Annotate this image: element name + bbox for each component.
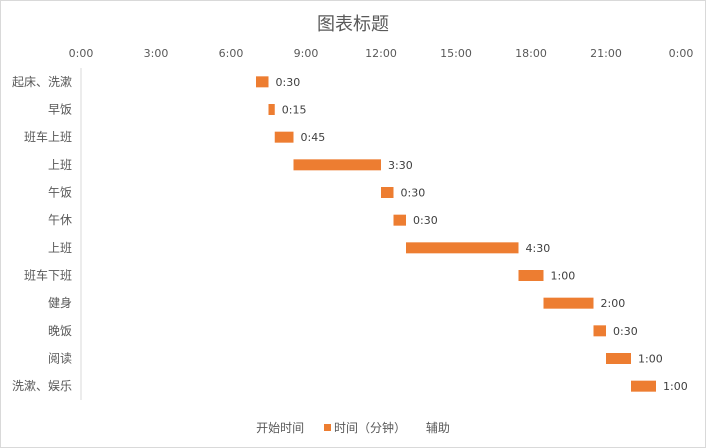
duration-bar <box>606 353 631 364</box>
data-label: 4:30 <box>526 242 551 255</box>
x-tick-label: 6:00 <box>219 47 244 60</box>
category-label: 健身 <box>48 295 72 310</box>
x-tick-label: 21:00 <box>590 47 622 60</box>
x-tick-label: 9:00 <box>294 47 319 60</box>
duration-bar <box>293 159 381 171</box>
duration-bar <box>518 270 544 281</box>
category-label: 上班 <box>48 241 72 255</box>
data-label: 1:00 <box>663 380 688 393</box>
duration-bar <box>631 380 656 392</box>
data-label: 0:30 <box>276 76 301 89</box>
category-label: 上班 <box>48 158 72 172</box>
category-label: 午休 <box>48 213 72 227</box>
category-label: 午饭 <box>48 186 72 200</box>
data-label: 0:15 <box>282 104 307 117</box>
legend-swatch-duration <box>323 424 331 431</box>
duration-bar <box>543 297 594 309</box>
duration-bar <box>406 242 519 254</box>
x-tick-label: 15:00 <box>440 47 472 60</box>
duration-bar <box>381 187 394 198</box>
legend-item-start: 开始时间 <box>256 419 304 436</box>
category-label: 早饭 <box>48 103 72 117</box>
duration-bar <box>393 214 406 226</box>
data-label: 0:30 <box>613 325 638 338</box>
x-tick-label: 0:00 <box>69 47 94 60</box>
data-label: 0:45 <box>301 131 326 144</box>
data-label: 1:00 <box>638 353 663 366</box>
data-label: 2:00 <box>601 297 626 310</box>
x-tick-label: 3:00 <box>144 47 169 60</box>
legend-item-duration: 时间（分钟） <box>323 419 406 436</box>
legend-label-start: 开始时间 <box>256 421 305 435</box>
x-tick-label: 12:00 <box>365 47 397 60</box>
category-label: 阅读 <box>48 352 72 366</box>
duration-bar <box>256 76 269 88</box>
chart-title: 图表标题 <box>317 14 389 35</box>
category-label: 晚饭 <box>48 324 72 338</box>
duration-bar <box>274 131 294 143</box>
data-label: 3:30 <box>388 159 413 172</box>
data-label: 0:30 <box>413 214 438 227</box>
legend: 开始时间 时间（分钟） 辅助 <box>0 419 706 436</box>
legend-label-duration: 时间（分钟） <box>333 421 406 435</box>
x-tick-label: 0:00 <box>669 47 694 60</box>
duration-bar <box>593 325 606 337</box>
category-label: 班车上班 <box>24 129 72 144</box>
category-label: 洗漱、娱乐 <box>12 379 72 393</box>
category-label: 班车下班 <box>24 268 72 283</box>
data-label: 0:30 <box>401 187 426 200</box>
x-tick-label: 18:00 <box>515 47 547 60</box>
category-label: 起床、洗漱 <box>12 75 72 89</box>
data-label: 1:00 <box>551 270 576 283</box>
duration-bar <box>268 104 275 115</box>
legend-label-helper: 辅助 <box>425 421 450 435</box>
legend-item-helper: 辅助 <box>426 419 450 436</box>
